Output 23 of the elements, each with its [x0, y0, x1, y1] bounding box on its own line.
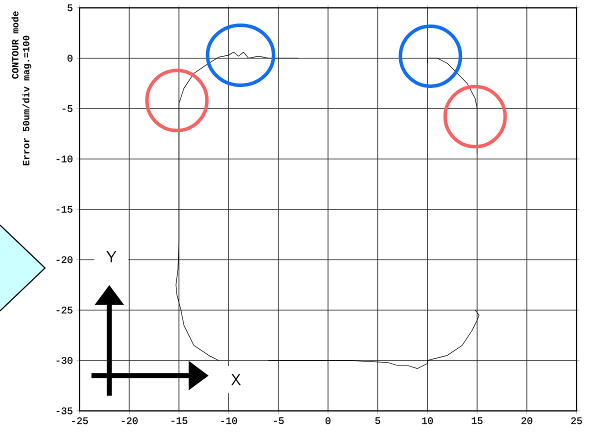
x-tick-label: 20 — [522, 417, 532, 424]
y-tick-label: -35 — [56, 407, 72, 414]
x-tick-label: -20 — [122, 417, 138, 424]
x-tick-label: -10 — [221, 417, 237, 424]
y-axis-title: Error 50um/div mag.=100 — [22, 36, 32, 166]
x-tick-label: 10 — [422, 417, 433, 424]
x-tick-label: -15 — [172, 417, 188, 424]
y-tick-label: -30 — [56, 357, 72, 364]
y-tick-label: -25 — [56, 306, 72, 314]
x-tick-label: 25 — [571, 417, 582, 424]
x-tick-label: -5 — [274, 417, 284, 424]
x-tick-label: 15 — [472, 417, 482, 424]
x-tick-label: 0 — [326, 417, 330, 424]
x-tick-label: 5 — [375, 417, 380, 424]
y-tick-label: -5 — [62, 105, 72, 112]
annotation: Y — [106, 251, 116, 262]
y-tick-label: 0 — [68, 54, 72, 62]
y-tick-label: -20 — [56, 256, 72, 264]
y-tick-label: -10 — [56, 156, 72, 162]
annotation: X — [231, 374, 241, 386]
y-tick-label: -15 — [56, 206, 72, 213]
y-tick-label: 5 — [68, 4, 72, 12]
text: CONTOUR mode — [12, 11, 18, 79]
